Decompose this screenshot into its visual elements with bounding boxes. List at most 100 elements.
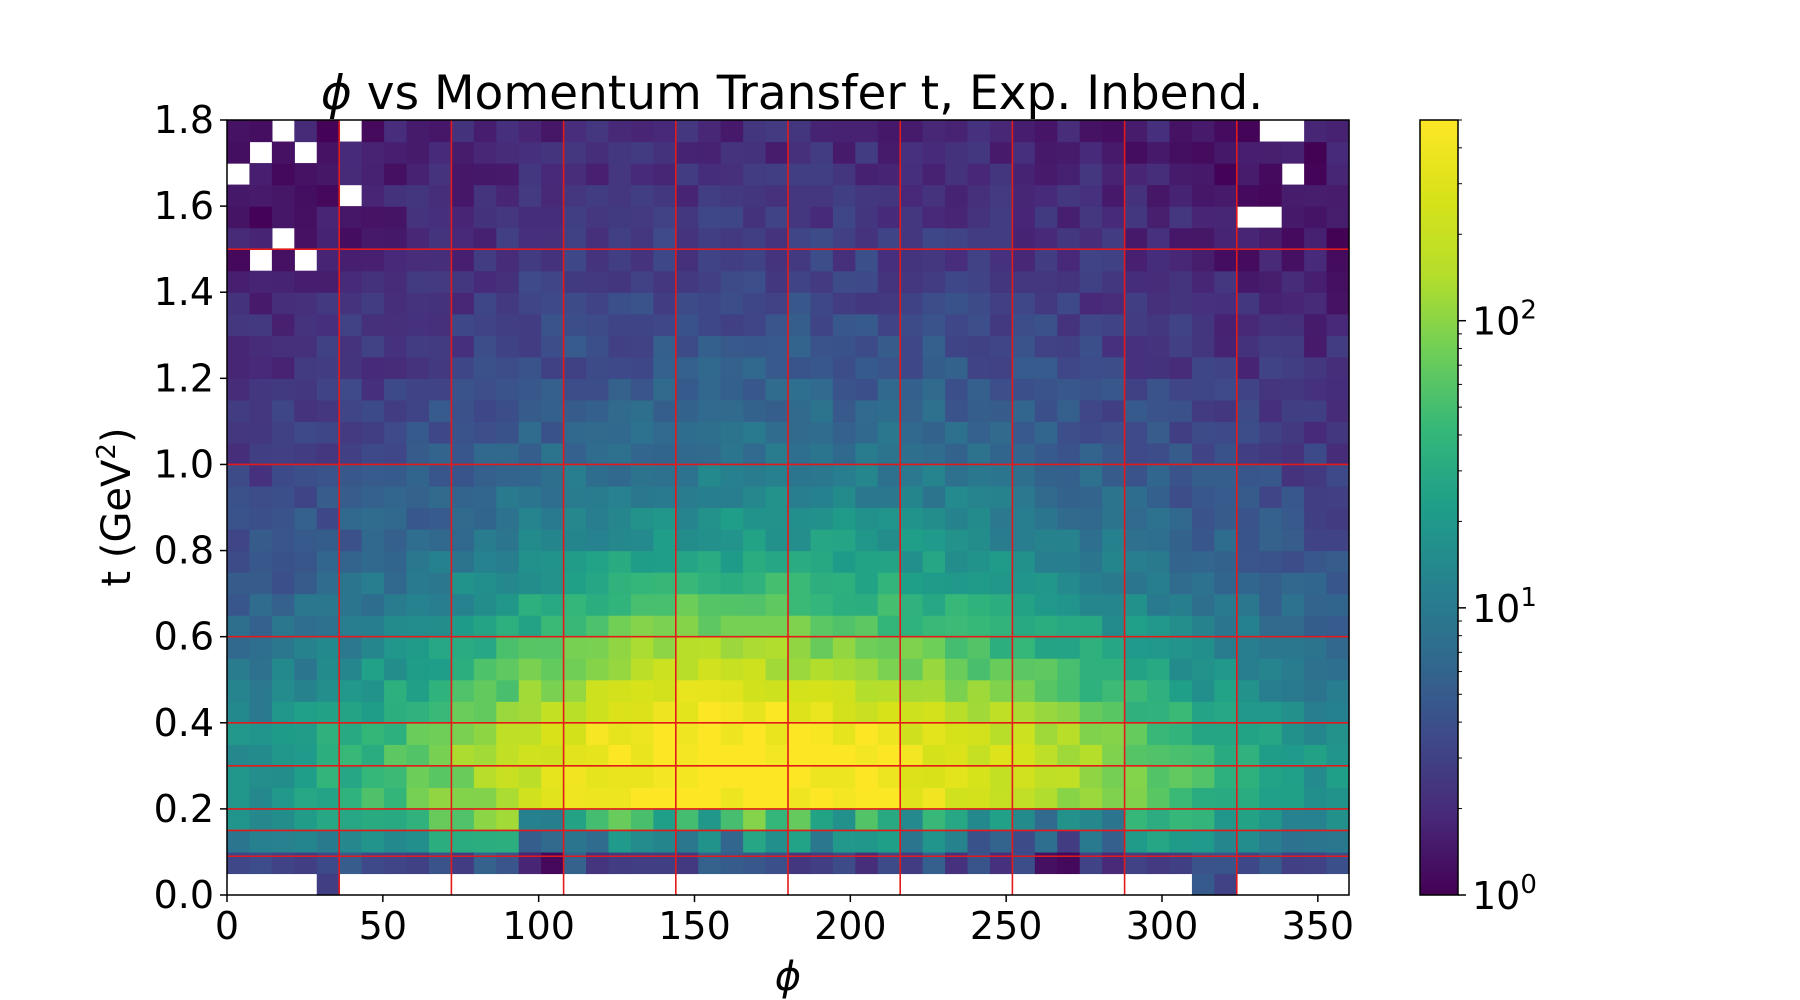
heatmap-cell bbox=[922, 399, 946, 422]
heatmap-cell bbox=[945, 808, 969, 832]
heatmap-cell bbox=[496, 808, 520, 832]
heatmap-cell bbox=[810, 270, 834, 293]
heatmap-cell bbox=[1214, 184, 1238, 207]
heatmap-cell bbox=[832, 184, 856, 207]
heatmap-cell bbox=[1236, 615, 1260, 638]
heatmap-cell bbox=[989, 529, 1013, 552]
heatmap-cell bbox=[563, 399, 587, 422]
heatmap-cell bbox=[473, 184, 497, 207]
heatmap-cell bbox=[832, 593, 856, 616]
heatmap-cell bbox=[1169, 679, 1193, 702]
heatmap-cell bbox=[945, 701, 969, 724]
heatmap-cell bbox=[945, 485, 969, 509]
heatmap-cell bbox=[1281, 399, 1305, 422]
heatmap-cell bbox=[900, 270, 924, 293]
heatmap-cell bbox=[900, 442, 924, 466]
heatmap-cell bbox=[316, 507, 340, 530]
heatmap-cell bbox=[675, 184, 699, 207]
heatmap-cell bbox=[630, 658, 654, 681]
heatmap-cell bbox=[989, 744, 1013, 767]
heatmap-cell bbox=[945, 313, 969, 336]
heatmap-cell bbox=[945, 744, 969, 767]
heatmap-cell bbox=[249, 442, 273, 466]
heatmap-cell bbox=[877, 292, 901, 315]
heatmap-cell bbox=[1079, 485, 1103, 509]
heatmap-cell bbox=[496, 141, 520, 164]
heatmap-cell bbox=[1102, 442, 1126, 466]
heatmap-cell bbox=[384, 442, 408, 466]
heatmap-cell bbox=[361, 399, 385, 422]
heatmap-cell bbox=[518, 356, 542, 379]
heatmap-cell bbox=[788, 141, 812, 164]
heatmap-cell bbox=[743, 184, 767, 207]
heatmap-cell bbox=[1236, 464, 1260, 487]
heatmap-cell bbox=[989, 442, 1013, 466]
heatmap-cell bbox=[743, 313, 767, 336]
heatmap-cell bbox=[384, 141, 408, 164]
heatmap-cell bbox=[496, 572, 520, 595]
heatmap-cell bbox=[1147, 485, 1171, 509]
heatmap-cell bbox=[608, 421, 632, 444]
heatmap-cell bbox=[227, 141, 251, 164]
heatmap-cell bbox=[1259, 765, 1283, 788]
heatmap-cell bbox=[810, 399, 834, 422]
heatmap-cell bbox=[653, 141, 677, 164]
heatmap-cell bbox=[967, 270, 991, 293]
heatmap-cell bbox=[406, 206, 430, 229]
heatmap-cell bbox=[922, 249, 946, 272]
heatmap-cell bbox=[473, 679, 497, 702]
heatmap-cell bbox=[1169, 722, 1193, 745]
heatmap-cell bbox=[563, 378, 587, 401]
heatmap-cell bbox=[698, 313, 722, 336]
heatmap-cell bbox=[563, 421, 587, 444]
heatmap-cell bbox=[1191, 808, 1215, 832]
heatmap-cell bbox=[496, 120, 520, 143]
heatmap-cell bbox=[294, 830, 318, 853]
heatmap-cell bbox=[810, 658, 834, 681]
heatmap-cell bbox=[855, 507, 879, 530]
heatmap-cell bbox=[249, 851, 273, 875]
heatmap-cell bbox=[608, 722, 632, 745]
heatmap-cell bbox=[384, 356, 408, 379]
heatmap-cell bbox=[249, 529, 273, 552]
heatmap-cell bbox=[765, 830, 789, 853]
heatmap-cell bbox=[1191, 356, 1215, 379]
heatmap-cell bbox=[227, 206, 251, 229]
heatmap-cell bbox=[698, 270, 722, 293]
heatmap-cell bbox=[788, 636, 812, 659]
heatmap-cell bbox=[518, 787, 542, 810]
heatmap-cell bbox=[1012, 313, 1036, 336]
heatmap-cell bbox=[406, 701, 430, 724]
heatmap-cell bbox=[227, 787, 251, 810]
heatmap-cell bbox=[1169, 141, 1193, 164]
heatmap-cell bbox=[1057, 636, 1081, 659]
heatmap-cell bbox=[630, 270, 654, 293]
heatmap-cell bbox=[1326, 378, 1350, 401]
heatmap-cell bbox=[675, 636, 699, 659]
heatmap-cell bbox=[227, 270, 251, 293]
heatmap-cell bbox=[1124, 529, 1148, 552]
heatmap-cell bbox=[249, 830, 273, 853]
heatmap-cell bbox=[384, 572, 408, 595]
heatmap-cell bbox=[810, 141, 834, 164]
heatmap-cell bbox=[967, 184, 991, 207]
heatmap-cell bbox=[989, 765, 1013, 788]
heatmap-cell bbox=[541, 120, 565, 143]
heatmap-cell bbox=[1124, 485, 1148, 509]
heatmap-cell bbox=[541, 313, 565, 336]
heatmap-cell bbox=[900, 485, 924, 509]
heatmap-cell bbox=[1034, 378, 1058, 401]
heatmap-cell bbox=[316, 120, 340, 143]
heatmap-cell bbox=[1191, 313, 1215, 336]
heatmap-cell bbox=[473, 141, 497, 164]
heatmap-cell bbox=[608, 184, 632, 207]
heatmap-cell bbox=[294, 765, 318, 788]
heatmap-cell bbox=[698, 356, 722, 379]
heatmap-cell bbox=[832, 227, 856, 250]
heatmap-cell bbox=[743, 830, 767, 853]
heatmap-cell bbox=[967, 120, 991, 143]
heatmap-cell bbox=[1236, 485, 1260, 509]
heatmap-cell bbox=[316, 399, 340, 422]
heatmap-cell bbox=[1169, 572, 1193, 595]
heatmap-cell bbox=[1057, 292, 1081, 315]
